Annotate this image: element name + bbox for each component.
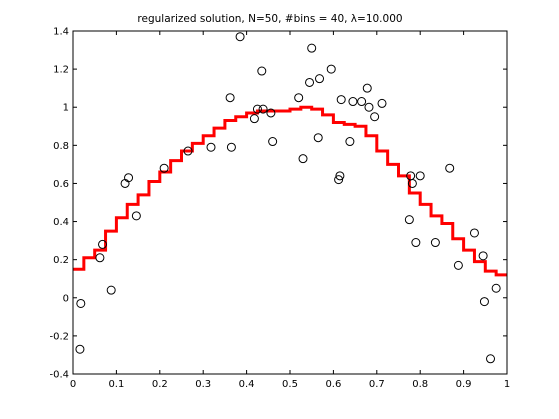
- scatter-point: [415, 171, 425, 181]
- scatter-point: [266, 108, 276, 118]
- scatter-point: [315, 74, 325, 84]
- y-tick-label: 1.4: [53, 27, 69, 38]
- scatter-point: [298, 154, 308, 164]
- scatter-point: [235, 32, 245, 42]
- x-tick-label: 0.8: [412, 379, 428, 390]
- x-tick-label: 0.3: [195, 379, 211, 390]
- x-tick-label: 0.2: [152, 379, 168, 390]
- x-tick-label: 0.9: [456, 379, 472, 390]
- scatter-point: [335, 171, 345, 181]
- scatter-point: [362, 83, 372, 93]
- scatter-point: [307, 43, 317, 53]
- scatter-point: [370, 112, 380, 122]
- y-tick-label: 1: [63, 103, 69, 114]
- scatter-point: [469, 228, 479, 238]
- scatter-point: [183, 146, 193, 156]
- scatter-points: [75, 32, 501, 364]
- tick-labels: 0 0.1 0.2 0.3 0.4 0.5 0.6 0.7 0.8 0.9 1 -0.4 -0.2 0 0.…: [49, 27, 510, 391]
- scatter-point: [364, 102, 374, 112]
- y-tick-label: 1.2: [53, 65, 69, 76]
- scatter-point: [377, 98, 387, 108]
- scatter-point: [348, 97, 358, 107]
- scatter-point: [258, 104, 268, 114]
- scatter-point: [411, 238, 421, 248]
- y-tick-label: -0.4: [49, 370, 69, 381]
- x-tick-label: 1: [504, 379, 510, 390]
- axes-frame: [72, 30, 508, 375]
- scatter-point: [430, 238, 440, 248]
- x-tick-label: 0.7: [369, 379, 385, 390]
- scatter-point: [98, 239, 108, 249]
- scatter-point: [445, 163, 455, 173]
- scatter-point: [268, 137, 278, 147]
- y-tick-label: 0.2: [53, 255, 69, 266]
- y-tick-label: 0: [63, 293, 69, 304]
- scatter-point: [106, 285, 116, 295]
- scatter-point: [226, 142, 236, 152]
- scatter-point: [131, 211, 141, 221]
- scatter-point: [491, 283, 501, 293]
- scatter-point: [305, 77, 315, 87]
- red-step-path: [73, 105, 507, 277]
- scatter-point: [486, 354, 496, 364]
- scatter-point: [95, 253, 105, 263]
- scatter-point: [345, 137, 355, 147]
- scatter-point: [479, 297, 489, 307]
- scatter-point: [404, 215, 414, 225]
- x-tick-label: 0.4: [239, 379, 255, 390]
- x-tick-label: 0.6: [325, 379, 341, 390]
- scatter-point: [357, 97, 367, 107]
- scatter-point: [294, 93, 304, 103]
- scatter-point: [453, 260, 463, 270]
- red-step-line: [73, 105, 507, 277]
- scatter-point: [159, 163, 169, 173]
- scatter-point: [407, 178, 417, 188]
- scatter-point: [313, 133, 323, 143]
- axes-background: [73, 31, 507, 374]
- scatter-point: [124, 173, 134, 183]
- y-tick-label: 0.6: [53, 179, 69, 190]
- x-tick-label: 0: [70, 379, 76, 390]
- scatter-point: [336, 95, 346, 105]
- x-tick-label: 0.5: [282, 379, 298, 390]
- scatter-point: [225, 93, 235, 103]
- chart-title: regularized solution, N=50, #bins = 40, …: [137, 13, 402, 25]
- y-tick-label: 0.4: [53, 217, 69, 228]
- scatter-point: [334, 175, 344, 185]
- scatter-point: [76, 298, 86, 308]
- scatter-point: [326, 64, 336, 74]
- scatter-point: [249, 114, 259, 124]
- scatter-point: [206, 142, 216, 152]
- y-tick-label: -0.2: [49, 331, 69, 342]
- y-tick-label: 0.8: [53, 141, 69, 152]
- scatter-point: [252, 104, 262, 114]
- scatter-point: [478, 251, 488, 261]
- scatter-point: [75, 344, 85, 354]
- scatter-point: [257, 66, 267, 76]
- x-tick-label: 0.1: [108, 379, 124, 390]
